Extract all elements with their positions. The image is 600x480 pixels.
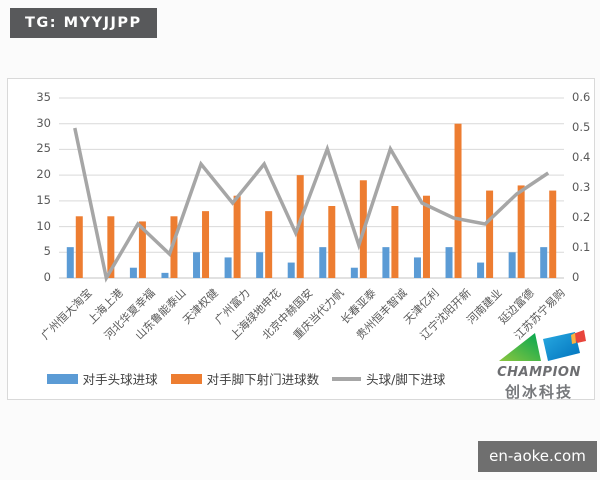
bar: [224, 257, 232, 278]
champion-logo: CHAMPION 创冰科技: [486, 327, 592, 402]
legend-item-foot-goals: 对手脚下射门进球数: [170, 369, 320, 388]
legend-swatch-blue-bar: [46, 373, 78, 384]
bar: [508, 252, 516, 278]
right-axis-tick: 0.1: [572, 240, 591, 254]
legend-label-ratio: 头球/脚下进球: [366, 372, 446, 387]
champion-flag-icon: [499, 330, 586, 361]
right-axis-tick: 0.4: [572, 150, 591, 164]
bar: [256, 252, 264, 278]
bar: [287, 262, 295, 278]
bar: [486, 190, 494, 278]
legend: 对手头球进球 对手脚下射门进球数 头球/脚下进球: [8, 369, 484, 388]
bar: [107, 216, 115, 278]
left-axis-tick: 35: [36, 90, 51, 104]
bar: [129, 267, 137, 278]
combo-chart: [59, 97, 564, 283]
bar: [422, 195, 430, 278]
left-axis-tick: 5: [43, 244, 51, 259]
bar: [233, 195, 241, 278]
bar: [296, 175, 304, 278]
legend-label-foot-goals: 对手脚下射门进球数: [206, 372, 320, 387]
bar: [193, 252, 201, 278]
left-axis-tick: 25: [36, 141, 51, 156]
left-axis-tick: 0: [43, 270, 51, 284]
logo-brand-text: CHAMPION: [497, 365, 581, 380]
right-axis-tick: 0.3: [572, 180, 591, 194]
bar: [265, 211, 273, 278]
legend-swatch-gray-line: [332, 376, 362, 381]
legend-label-header-goals: 对手头球进球: [82, 372, 158, 387]
left-axis-tick: 20: [36, 167, 51, 182]
right-axis-tick: 0.2: [572, 210, 591, 224]
left-axis-tick: 10: [36, 218, 51, 233]
bar: [350, 267, 358, 278]
bar: [75, 216, 83, 278]
legend-item-ratio-line: 头球/脚下进球: [332, 369, 445, 388]
bar: [202, 211, 210, 278]
bar: [161, 272, 169, 278]
left-axis-tick: 30: [36, 115, 51, 130]
bar: [391, 206, 399, 278]
bar: [328, 206, 336, 278]
bar: [477, 262, 485, 278]
right-axis-tick: 0.5: [572, 120, 591, 134]
bar: [66, 247, 74, 278]
bar: [517, 185, 525, 278]
legend-item-header-goals: 对手头球进球: [46, 369, 158, 388]
bar: [445, 247, 453, 278]
tg-badge: TG: MYYJJPP: [10, 8, 157, 38]
bars-series-0: [66, 247, 548, 278]
right-axis-tick: 0.6: [572, 90, 591, 104]
bar: [413, 257, 421, 278]
left-axis-tick: 15: [36, 192, 51, 207]
bar: [549, 190, 557, 278]
bar: [170, 216, 178, 278]
bar: [454, 123, 462, 278]
legend-swatch-orange-bar: [170, 373, 202, 384]
bar: [319, 247, 327, 278]
bar: [540, 247, 548, 278]
ratio-line: [73, 127, 550, 283]
bar: [382, 247, 390, 278]
right-axis-tick: 0: [572, 270, 580, 284]
bar: [138, 221, 146, 278]
logo-brand-cn-text: 创冰科技: [504, 383, 573, 401]
chart-panel: 0 5 10 15 20 25 30 35 0 0.1 0.2 0.3 0.4 0.5 0.6 广州恒大淘…: [7, 78, 595, 402]
watermark-badge: en-aoke.com: [478, 441, 597, 472]
